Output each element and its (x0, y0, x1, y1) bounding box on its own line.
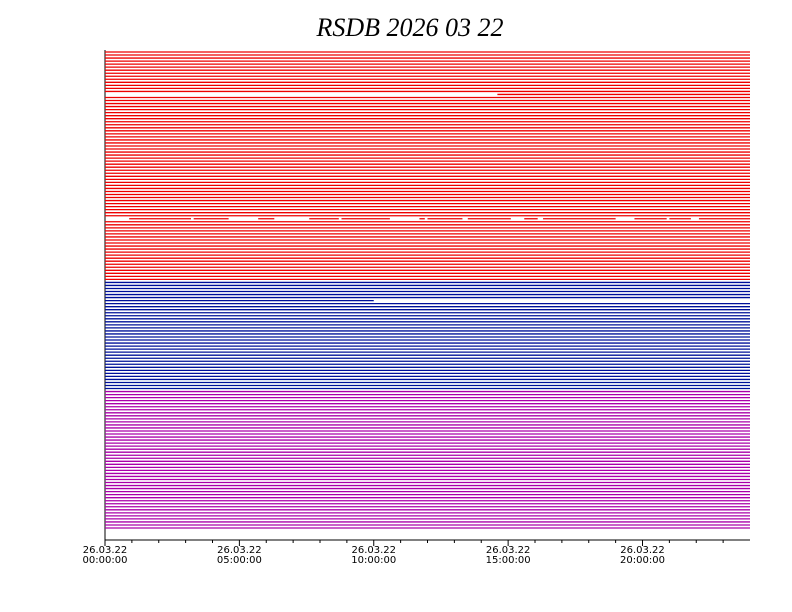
x-tick-date: 26.03.22 (486, 545, 531, 556)
x-tick-time: 05:00:00 (217, 555, 262, 566)
x-tick-time: 10:00:00 (351, 555, 396, 566)
x-tick-time: 00:00:00 (83, 555, 128, 566)
x-tick-date: 26.03.22 (83, 545, 128, 556)
x-tick-time: 15:00:00 (486, 555, 531, 566)
x-tick-time: 20:00:00 (620, 555, 665, 566)
x-tick-date: 26.03.22 (217, 545, 262, 556)
chart-title: RSDB 2026 03 22 (315, 13, 503, 42)
x-tick-date: 26.03.22 (620, 545, 665, 556)
x-tick-date: 26.03.22 (351, 545, 396, 556)
